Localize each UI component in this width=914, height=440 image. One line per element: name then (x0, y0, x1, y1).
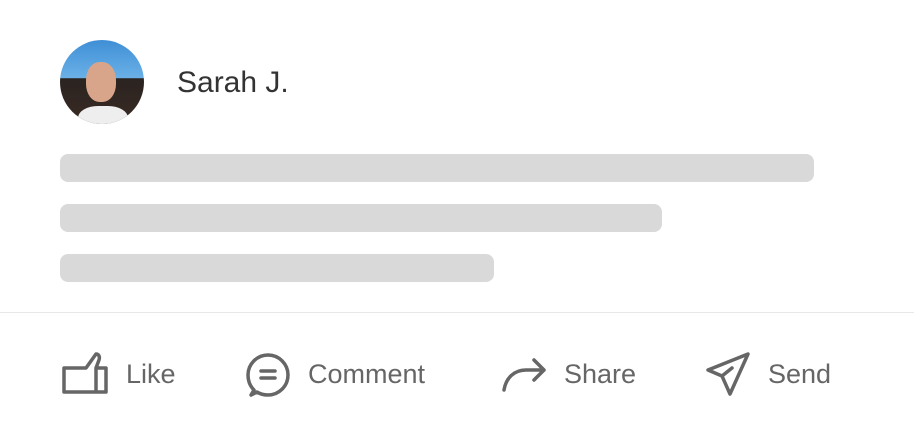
comment-label: Comment (308, 358, 426, 389)
share-label: Share (564, 358, 637, 389)
skeleton-line (60, 154, 814, 182)
divider (0, 312, 914, 313)
skeleton-line (60, 204, 662, 232)
share-arrow-icon (502, 358, 546, 392)
thumbs-up-icon (62, 352, 108, 394)
author-name[interactable]: Sarah J. (177, 66, 289, 99)
like-button[interactable]: Like (62, 350, 176, 398)
send-label: Send (768, 358, 832, 389)
comment-icon (246, 353, 290, 397)
send-button[interactable]: Send (704, 350, 831, 398)
skeleton-line (60, 254, 494, 282)
like-label: Like (126, 358, 176, 389)
comment-button[interactable]: Comment (244, 350, 425, 398)
share-button[interactable]: Share (500, 350, 636, 398)
avatar[interactable] (60, 40, 144, 124)
paper-plane-icon (706, 352, 750, 396)
